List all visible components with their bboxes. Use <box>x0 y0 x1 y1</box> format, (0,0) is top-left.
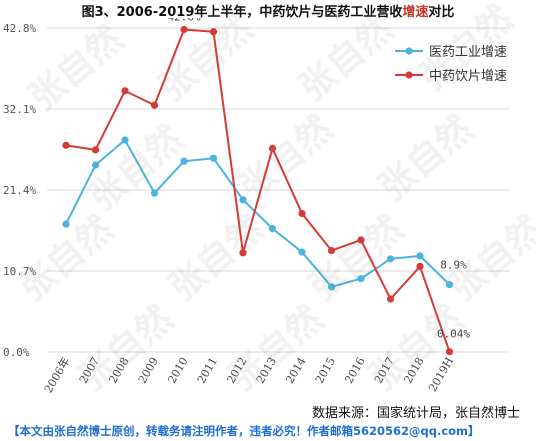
data-point <box>445 348 454 356</box>
x-tick-label: 2016 <box>342 355 367 386</box>
legend-label: 中药饮片增速 <box>429 69 507 84</box>
data-point <box>209 28 218 36</box>
data-point <box>150 101 159 109</box>
title-highlight: 增速 <box>402 5 429 20</box>
data-point <box>91 146 100 154</box>
x-tick-label: 2008 <box>106 355 131 386</box>
data-point <box>209 154 218 162</box>
data-point <box>180 25 188 34</box>
data-point <box>268 144 277 152</box>
legend-marker <box>405 71 413 79</box>
data-point <box>327 246 336 255</box>
data-point <box>357 236 365 244</box>
chart-title: 图3、2006-2019年上半年，中药饮片与医药工业营收增速对比 <box>0 1 536 20</box>
x-tick-label: 2006年 <box>41 355 73 396</box>
data-point <box>386 255 395 263</box>
data-point <box>268 225 277 233</box>
x-tick-label: 2013 <box>254 355 279 386</box>
x-tick-label: 2014 <box>283 355 308 386</box>
data-label: 8.9% <box>440 259 467 272</box>
data-point <box>180 157 188 165</box>
x-tick-label: 2007 <box>77 355 102 386</box>
data-point <box>416 252 424 260</box>
y-tick-label: 42.8% <box>3 22 36 35</box>
x-tick-label: 2018 <box>401 355 426 386</box>
data-point <box>239 249 247 257</box>
y-tick-label: 10.7% <box>3 265 36 278</box>
data-point <box>327 283 336 291</box>
data-point <box>445 281 454 289</box>
x-tick-label: 2011 <box>195 355 220 386</box>
x-tick-label: 2015 <box>313 355 338 386</box>
legend-label: 医药工业增速 <box>429 45 507 60</box>
line-chart: 0.0% 10.7% 21.4% 32.1% 42.8% 2006年 2007 2008 200… <box>3 18 510 396</box>
y-tick-label: 21.4% <box>3 184 36 197</box>
data-point <box>150 189 159 197</box>
data-point <box>121 136 129 144</box>
data-point <box>239 196 247 204</box>
y-tick-label: 0.0% <box>3 346 30 359</box>
data-point <box>91 161 100 169</box>
data-point <box>121 87 129 95</box>
x-tick-label: 2009 <box>136 355 161 386</box>
y-tick-label: 32.1% <box>3 103 36 116</box>
copyright-footer: 【本文由张自然博士原创，转载务请注明作者，违者必究！作者邮箱5620562@qq… <box>8 424 480 438</box>
series-line <box>65 139 451 288</box>
x-tick-label: 2010 <box>165 355 190 386</box>
data-point <box>416 262 424 271</box>
data-point <box>298 209 306 218</box>
title-suffix: 对比 <box>428 5 455 20</box>
x-tick-label: 2017 <box>372 355 397 386</box>
data-point <box>62 220 70 228</box>
x-tick-label: 2019H <box>426 355 456 394</box>
x-tick-label: 2012 <box>224 355 249 386</box>
series-line <box>65 28 451 353</box>
data-point <box>357 274 365 283</box>
data-label: 42.6% <box>167 18 200 24</box>
data-label: 0.04% <box>437 328 470 341</box>
title-prefix: 图3、2006-2019年上半年，中药饮片与医药工业营收 <box>81 5 403 20</box>
data-point <box>386 295 395 303</box>
source-note: 数据来源：国家统计局，张自然博士 <box>311 406 520 421</box>
data-point <box>62 141 70 149</box>
data-point <box>298 248 306 256</box>
legend-marker <box>405 47 413 55</box>
